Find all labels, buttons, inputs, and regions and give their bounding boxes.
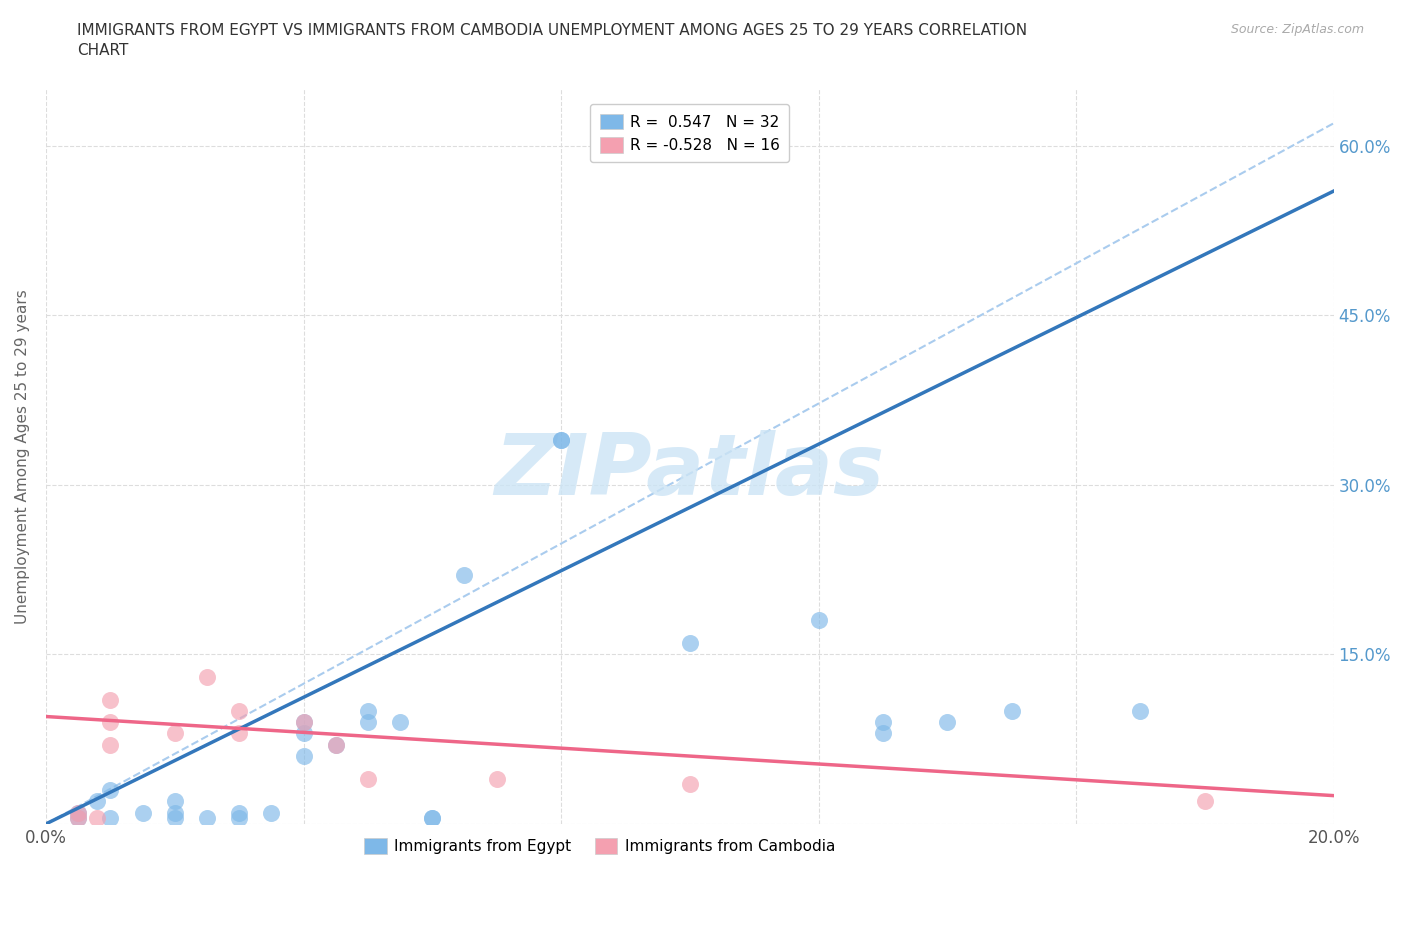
Point (389, 715, 412, 730)
Point (1129, 703, 1152, 718)
Point (872, 726, 894, 741)
Point (420, 811, 443, 826)
Point (1001, 703, 1024, 718)
Point (872, 715, 894, 730)
Point (453, 568, 475, 583)
Point (228, 703, 250, 718)
Point (67, 811, 90, 826)
Point (163, 811, 186, 826)
Text: ZIPatlas: ZIPatlas (495, 430, 884, 512)
Point (195, 670, 218, 684)
Point (936, 715, 959, 730)
Point (325, 737, 347, 752)
Point (67, 811, 90, 826)
Point (228, 726, 250, 741)
Point (325, 737, 347, 752)
Point (98, 811, 121, 826)
Point (195, 811, 218, 826)
Point (228, 811, 250, 826)
Point (86, 811, 108, 826)
Y-axis label: Unemployment Among Ages 25 to 29 years: Unemployment Among Ages 25 to 29 years (15, 289, 30, 624)
Point (550, 432, 572, 447)
Point (679, 635, 702, 650)
Text: IMMIGRANTS FROM EGYPT VS IMMIGRANTS FROM CAMBODIA UNEMPLOYMENT AMONG AGES 25 TO : IMMIGRANTS FROM EGYPT VS IMMIGRANTS FROM… (77, 23, 1028, 58)
Point (292, 715, 315, 730)
Point (420, 811, 443, 826)
Point (163, 794, 186, 809)
Point (98, 737, 121, 752)
Point (292, 749, 315, 764)
Point (357, 715, 380, 730)
Point (679, 777, 702, 791)
Text: Source: ZipAtlas.com: Source: ZipAtlas.com (1230, 23, 1364, 36)
Point (98, 782, 121, 797)
Point (163, 726, 186, 741)
Point (357, 771, 380, 786)
Point (98, 715, 121, 730)
Point (228, 805, 250, 820)
Point (485, 771, 508, 786)
Point (86, 794, 108, 809)
Point (131, 805, 153, 820)
Legend: Immigrants from Egypt, Immigrants from Cambodia: Immigrants from Egypt, Immigrants from C… (357, 832, 842, 860)
Point (163, 805, 186, 820)
Point (357, 703, 380, 718)
Point (292, 726, 315, 741)
Point (1194, 794, 1216, 809)
Point (67, 805, 90, 820)
Point (67, 805, 90, 820)
Point (260, 805, 283, 820)
Point (807, 613, 830, 628)
Point (550, 432, 572, 447)
Point (292, 715, 315, 730)
Point (98, 692, 121, 707)
